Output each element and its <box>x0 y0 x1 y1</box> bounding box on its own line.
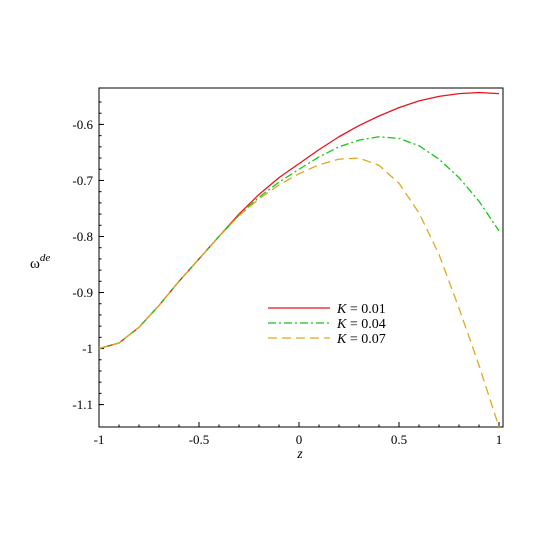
legend-value: = 0.07 <box>346 332 385 347</box>
legend-variable: K <box>336 317 347 332</box>
x-axis-label: z <box>296 447 303 462</box>
x-tick-label: 1 <box>496 432 503 447</box>
axis-ticks <box>98 101 500 427</box>
y-tick-label: -0.9 <box>72 285 93 300</box>
y-tick-label: -0.7 <box>72 173 93 188</box>
y-tick-label: -0.6 <box>72 117 93 132</box>
y-axis-label-superscript: de <box>40 252 51 264</box>
legend-label-2: K = 0.04 <box>336 317 386 332</box>
series-line-2 <box>98 136 500 350</box>
y-axis-label-symbol: ω <box>30 256 40 272</box>
plot-border <box>98 87 504 428</box>
legend-value: = 0.01 <box>346 302 385 317</box>
series-lines <box>98 91 500 428</box>
series-line-3 <box>98 157 500 428</box>
series-line-1 <box>98 91 500 350</box>
y-tick-label: -1 <box>82 341 93 356</box>
y-tick-label: -0.8 <box>72 229 93 244</box>
legend-value: = 0.04 <box>346 317 385 332</box>
legend-label-1: K = 0.01 <box>336 302 386 317</box>
y-axis-label: ωde <box>30 252 50 272</box>
axis-tick-labels: -1 -0.5 0 0.5 1 -1.1 -1 -0.9 -0.8 -0.7 -0.6 <box>72 117 502 447</box>
plot-area <box>98 87 504 428</box>
x-tick-label: 0 <box>296 432 303 447</box>
x-tick-label: -1 <box>94 432 105 447</box>
legend-variable: K <box>336 302 347 317</box>
y-tick-label: -1.1 <box>72 397 93 412</box>
legend-variable: K <box>336 332 347 347</box>
legend-label-3: K = 0.07 <box>336 332 386 347</box>
x-tick-label: 0.5 <box>391 432 407 447</box>
legend: K = 0.01K = 0.04K = 0.07 <box>268 302 386 347</box>
x-tick-label: -0.5 <box>189 432 210 447</box>
